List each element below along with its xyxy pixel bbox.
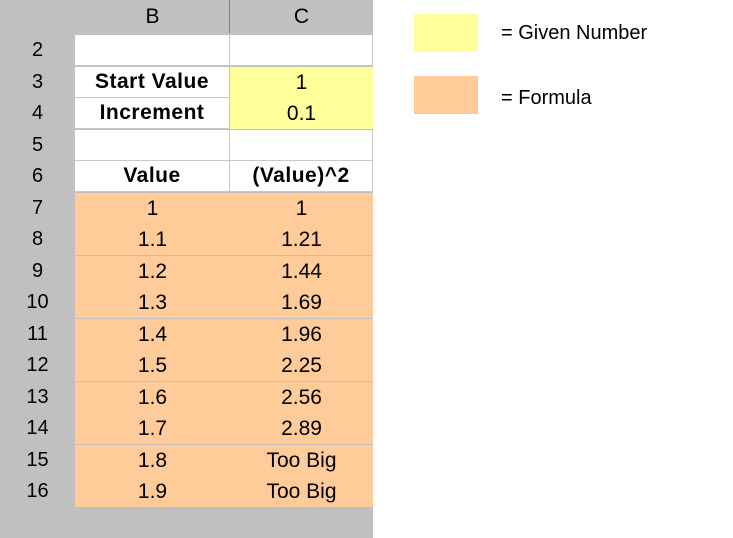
given-number-legend-label: = Given Number [501, 22, 648, 44]
cell-b11[interactable]: 1.4 [75, 319, 230, 350]
cell-c14[interactable]: 2.89 [230, 413, 373, 444]
column-separator [229, 0, 230, 33]
cell-b9[interactable]: 1.2 [75, 256, 230, 287]
cell-b12[interactable]: 1.5 [75, 350, 230, 381]
cell-b10[interactable]: 1.3 [75, 287, 230, 318]
row-header[interactable]: 8 [0, 224, 75, 255]
cell-b14[interactable]: 1.7 [75, 413, 230, 444]
column-header-c[interactable]: C [230, 0, 373, 33]
column-header-b[interactable]: B [75, 0, 230, 33]
row-header[interactable]: 15 [0, 445, 75, 476]
cell-b5[interactable] [75, 130, 230, 161]
cell-c7[interactable]: 1 [230, 193, 373, 224]
cell-c4[interactable]: 0.1 [230, 98, 373, 129]
cell-c3[interactable]: 1 [230, 67, 373, 98]
cell-c5[interactable] [230, 130, 373, 161]
cell-b6[interactable]: Value [75, 161, 230, 192]
cell-c2[interactable] [230, 35, 373, 66]
cell-c16[interactable]: Too Big [230, 476, 373, 507]
cell-b15[interactable]: 1.8 [75, 445, 230, 476]
row-header[interactable]: 5 [0, 130, 75, 161]
cell-b8[interactable]: 1.1 [75, 224, 230, 255]
row-header[interactable]: 7 [0, 193, 75, 224]
cell-b2[interactable] [75, 35, 230, 66]
row-header[interactable]: 10 [0, 287, 75, 318]
row-header[interactable]: 3 [0, 67, 75, 98]
row-header[interactable]: 11 [0, 319, 75, 350]
cell-c13[interactable]: 2.56 [230, 382, 373, 413]
cell-c12[interactable]: 2.25 [230, 350, 373, 381]
cell-c8[interactable]: 1.21 [230, 224, 373, 255]
formula-legend-label: = Formula [501, 87, 592, 109]
formula-swatch [414, 76, 478, 114]
row-header[interactable]: 2 [0, 35, 75, 66]
cell-c11[interactable]: 1.96 [230, 319, 373, 350]
cell-c15[interactable]: Too Big [230, 445, 373, 476]
given-number-swatch [414, 14, 478, 52]
row-header[interactable]: 13 [0, 382, 75, 413]
spreadsheet: B C 2 3 Start Value 1 4 Increment 0.1 5 6 Value (V… [0, 0, 373, 538]
cell-b16[interactable]: 1.9 [75, 476, 230, 507]
row-header[interactable]: 6 [0, 161, 75, 192]
row-header[interactable]: 4 [0, 98, 75, 129]
row-header[interactable]: 16 [0, 476, 75, 507]
cell-c6[interactable]: (Value)^2 [230, 161, 373, 192]
row-header[interactable]: 9 [0, 256, 75, 287]
cell-b4[interactable]: Increment [75, 98, 230, 129]
cell-b3[interactable]: Start Value [75, 67, 230, 98]
row-header[interactable]: 14 [0, 413, 75, 444]
row-header[interactable]: 12 [0, 350, 75, 381]
cell-b13[interactable]: 1.6 [75, 382, 230, 413]
cell-c10[interactable]: 1.69 [230, 287, 373, 318]
cell-b7[interactable]: 1 [75, 193, 230, 224]
cell-c9[interactable]: 1.44 [230, 256, 373, 287]
